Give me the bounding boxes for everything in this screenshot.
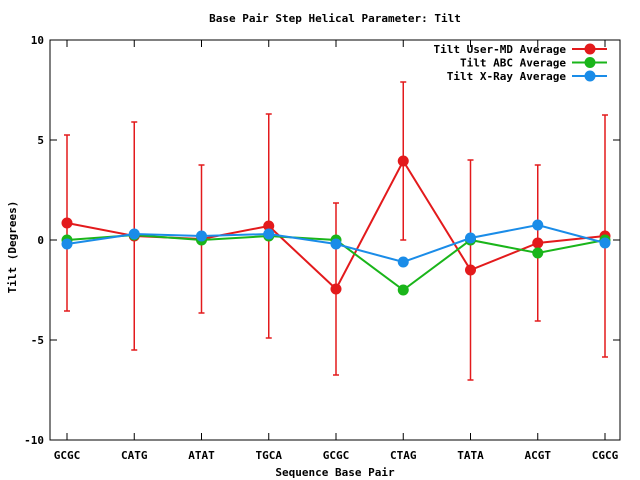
chart-title: Base Pair Step Helical Parameter: Tilt [209,12,461,25]
data-point [263,220,275,232]
y-tick-label: -5 [31,334,44,347]
x-tick-label: CGCG [592,449,619,462]
x-axis-label: Sequence Base Pair [275,466,395,479]
data-point [397,256,409,268]
data-point [532,237,544,249]
series-lines [61,155,611,296]
data-point [61,238,73,250]
x-tick-label: GCGC [54,449,81,462]
data-point [263,228,275,240]
data-point [397,155,409,167]
error-bars [64,81,608,381]
legend-label: Tilt User-MD Average [434,43,567,56]
y-tick-label: 10 [31,34,44,47]
x-tick-label: TATA [457,449,484,462]
y-tick-label: 5 [37,134,44,147]
x-tick-label: CATG [121,449,148,462]
y-tick-label: 0 [37,234,44,247]
legend-marker [584,57,596,68]
data-point [397,284,409,296]
data-point [599,237,611,249]
x-tick-label: ACGT [525,449,552,462]
y-axis-label: Tilt (Degrees) [6,201,19,294]
y-tick-label: -10 [24,434,44,447]
data-point [465,264,476,276]
legend-label: Tilt X-Ray Average [447,70,567,83]
x-tick-label: CTAG [390,449,417,462]
legend-marker [584,70,596,82]
legend-label: Tilt ABC Average [460,57,566,70]
data-point [330,283,342,295]
data-point [330,238,342,250]
data-point [532,219,544,231]
legend-marker [584,43,596,55]
data-point [61,217,73,229]
x-tick-label: TGCA [256,449,283,462]
data-point [465,232,476,244]
data-point [196,230,207,242]
x-tick-label: ATAT [188,449,215,462]
axes: -10 -5 0 5 10 GCGC CATG ATAT TGCA GCGC CTAG TATA ACG… [24,34,620,462]
data-point [532,247,544,259]
x-tick-label: GCGC [323,449,350,462]
data-point [128,228,140,240]
